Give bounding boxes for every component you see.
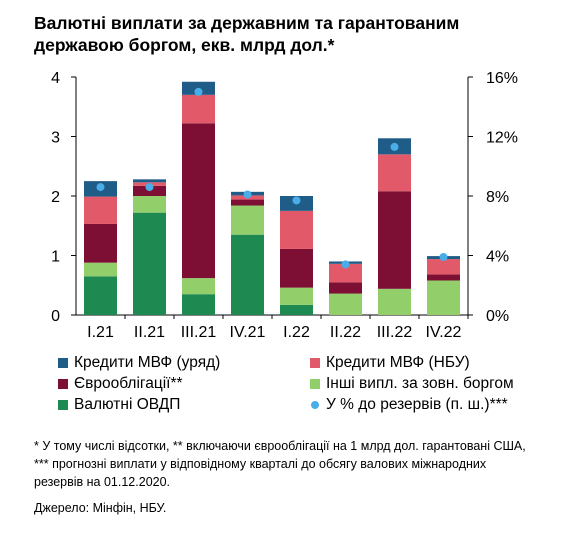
legend-swatch xyxy=(58,400,68,410)
bar-segment xyxy=(378,191,411,289)
x-tick-label: I.21 xyxy=(87,324,114,341)
bar-segment xyxy=(84,262,117,277)
x-tick-label: II.21 xyxy=(134,324,165,341)
chart-title: Валютні виплати за державним та гарантов… xyxy=(34,13,460,55)
reserve-percent-point xyxy=(243,190,252,199)
x-tick-label: II.22 xyxy=(330,324,361,341)
y-tick-label-left: 1 xyxy=(51,249,60,266)
bar-segment xyxy=(231,205,264,235)
bar-segment xyxy=(182,123,215,279)
bar-segment xyxy=(427,259,460,275)
footnote: * У тому числі відсотки, ** включаючи єв… xyxy=(34,439,526,489)
bar-segment xyxy=(280,287,313,305)
bar-segment xyxy=(427,280,460,315)
reserve-percent-point xyxy=(390,142,399,151)
reserve-percent-point xyxy=(292,196,301,205)
legend-dot xyxy=(311,401,319,409)
source-note: Джерело: Мінфін, НБУ. xyxy=(34,501,167,515)
y-tick-label-right: 16% xyxy=(486,70,518,87)
legend-item-imf-nbu: Кредити МВФ (НБУ) xyxy=(310,354,470,372)
legend-item-eurobonds: Єврооблігації** xyxy=(58,375,183,393)
legend-item-other-external: Інші випл. за зовн. боргом xyxy=(310,375,514,393)
reserve-percent-point xyxy=(145,183,154,192)
legend-item-percent-reserves: У % до резервів (п. ш.)*** xyxy=(310,396,508,414)
y-tick-label-left: 0 xyxy=(51,308,60,325)
bar-segment xyxy=(133,179,166,183)
bar-segment xyxy=(182,294,215,315)
reserve-percent-point xyxy=(194,87,203,96)
legend-item-fx-bonds: Валютні ОВДП xyxy=(58,396,180,414)
x-tick-label: III.22 xyxy=(377,324,413,341)
bar-segment xyxy=(182,94,215,124)
legend-label: Валютні ОВДП xyxy=(74,396,181,413)
legend-swatch xyxy=(58,358,68,368)
legend-label: Кредити МВФ (уряд) xyxy=(74,354,221,371)
bar-segment xyxy=(329,282,362,294)
legend-label: Кредити МВФ (НБУ) xyxy=(326,354,470,371)
reserve-percent-point xyxy=(96,183,105,192)
legend-item-imf-government: Кредити МВФ (уряд) xyxy=(58,354,220,372)
bar-segment xyxy=(84,223,117,263)
x-tick-label: IV.21 xyxy=(230,324,266,341)
bar-segment xyxy=(182,278,215,295)
reserve-percent-point xyxy=(341,260,350,269)
legend-swatch xyxy=(58,379,68,389)
y-tick-label-left: 2 xyxy=(51,189,60,206)
bar-segment xyxy=(84,196,117,224)
bar-segment xyxy=(427,274,460,281)
bar-segment xyxy=(133,196,166,213)
legend-swatch xyxy=(310,358,320,368)
bar-segment xyxy=(378,288,411,315)
x-tick-label: III.21 xyxy=(181,324,217,341)
x-tick-label: I.22 xyxy=(283,324,310,341)
y-tick-label-left: 4 xyxy=(51,70,60,87)
bar-segment xyxy=(280,304,313,315)
legend-label: Інші випл. за зовн. боргом xyxy=(326,375,514,392)
y-tick-label-right: 12% xyxy=(486,130,518,147)
bar-segment xyxy=(133,212,166,315)
bar-segment xyxy=(329,263,362,283)
y-tick-label-right: 0% xyxy=(486,308,509,325)
legend-label: У % до резервів (п. ш.)*** xyxy=(326,396,508,413)
x-tick-label: IV.22 xyxy=(426,324,462,341)
bar-segment xyxy=(280,248,313,288)
bar-segment xyxy=(231,199,264,206)
legend-label: Єврооблігації** xyxy=(74,375,183,392)
reserve-percent-point xyxy=(439,252,448,261)
legend-swatch xyxy=(310,379,320,389)
y-tick-label-left: 3 xyxy=(51,130,60,147)
bar-segment xyxy=(329,293,362,315)
chart-plot: 0 1 2 3 4 0% 4% 8% 12% 16% I.21 II.21 III.21 IV.21 I.2… xyxy=(51,70,518,341)
y-tick-label-right: 8% xyxy=(486,189,509,206)
bar-segment xyxy=(84,276,117,315)
bar-segment xyxy=(378,154,411,192)
bar-segment xyxy=(280,210,313,249)
y-tick-label-right: 4% xyxy=(486,249,509,266)
bar-segment xyxy=(231,234,264,315)
